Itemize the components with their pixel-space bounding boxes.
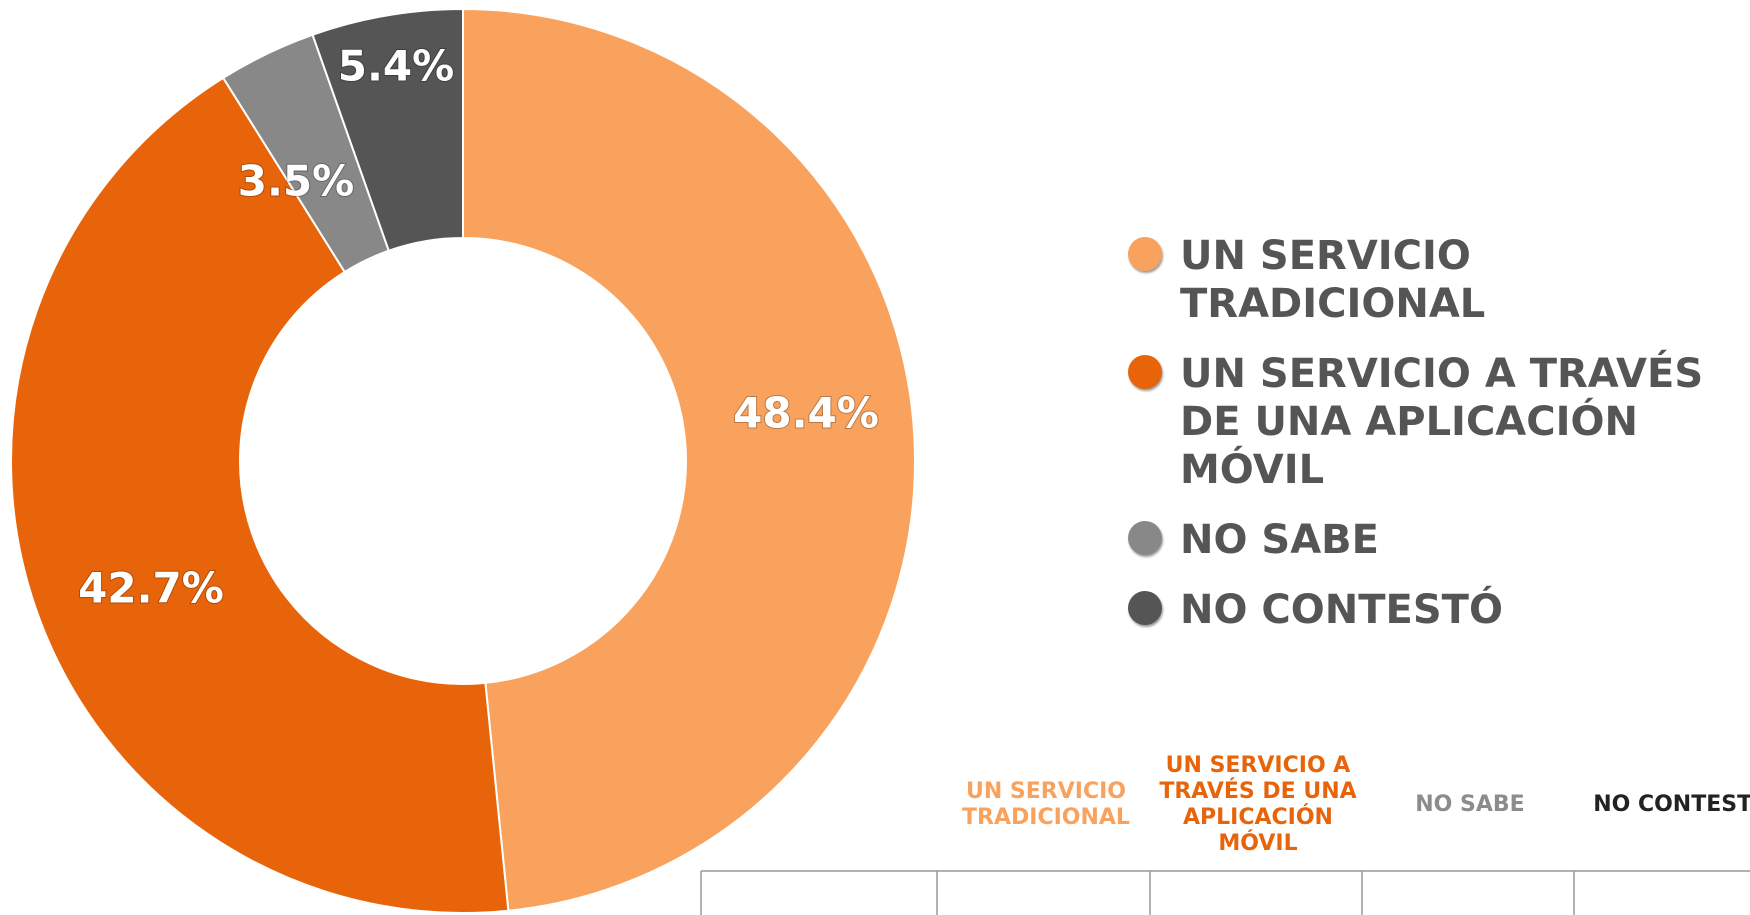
table-header: NO SABE [1415, 792, 1525, 817]
table-header: NO CONTESTÓ [1593, 792, 1750, 817]
table-header: UN SERVICIO A TRAVÉS DE UNA APLICACIÓN M… [1159, 753, 1357, 856]
table-header: UN SERVICIO TRADICIONAL [962, 779, 1130, 830]
data-label: 5.4% [338, 42, 454, 91]
slice [311, 7, 464, 252]
legend-marker [1128, 355, 1162, 389]
data-label: 48.4% [733, 389, 879, 438]
legend-item: UN SERVICIO TRADICIONAL [1128, 232, 1748, 328]
legend-marker [1128, 237, 1162, 271]
legend-item: UN SERVICIO A TRAVÉS DE UNA APLICACIÓN M… [1128, 350, 1748, 494]
legend-marker [1128, 521, 1162, 555]
data-label: 3.5% [238, 157, 354, 206]
legend-label: NO SABE [1180, 517, 1379, 563]
legend-marker [1128, 591, 1162, 625]
legend-label: UN SERVICIO A TRAVÉS DE UNA APLICACIÓN M… [1180, 351, 1704, 493]
data-label: 42.7% [78, 564, 224, 613]
legend-label: UN SERVICIO TRADICIONAL [1180, 233, 1486, 327]
slice [462, 7, 916, 912]
legend: UN SERVICIO TRADICIONAL UN SERVICIO A TRA… [1128, 232, 1748, 656]
slice [10, 76, 510, 914]
legend-label: NO CONTESTÓ [1180, 587, 1503, 633]
legend-item: NO SABE [1128, 516, 1748, 564]
legend-item: NO CONTESTÓ [1128, 586, 1748, 634]
